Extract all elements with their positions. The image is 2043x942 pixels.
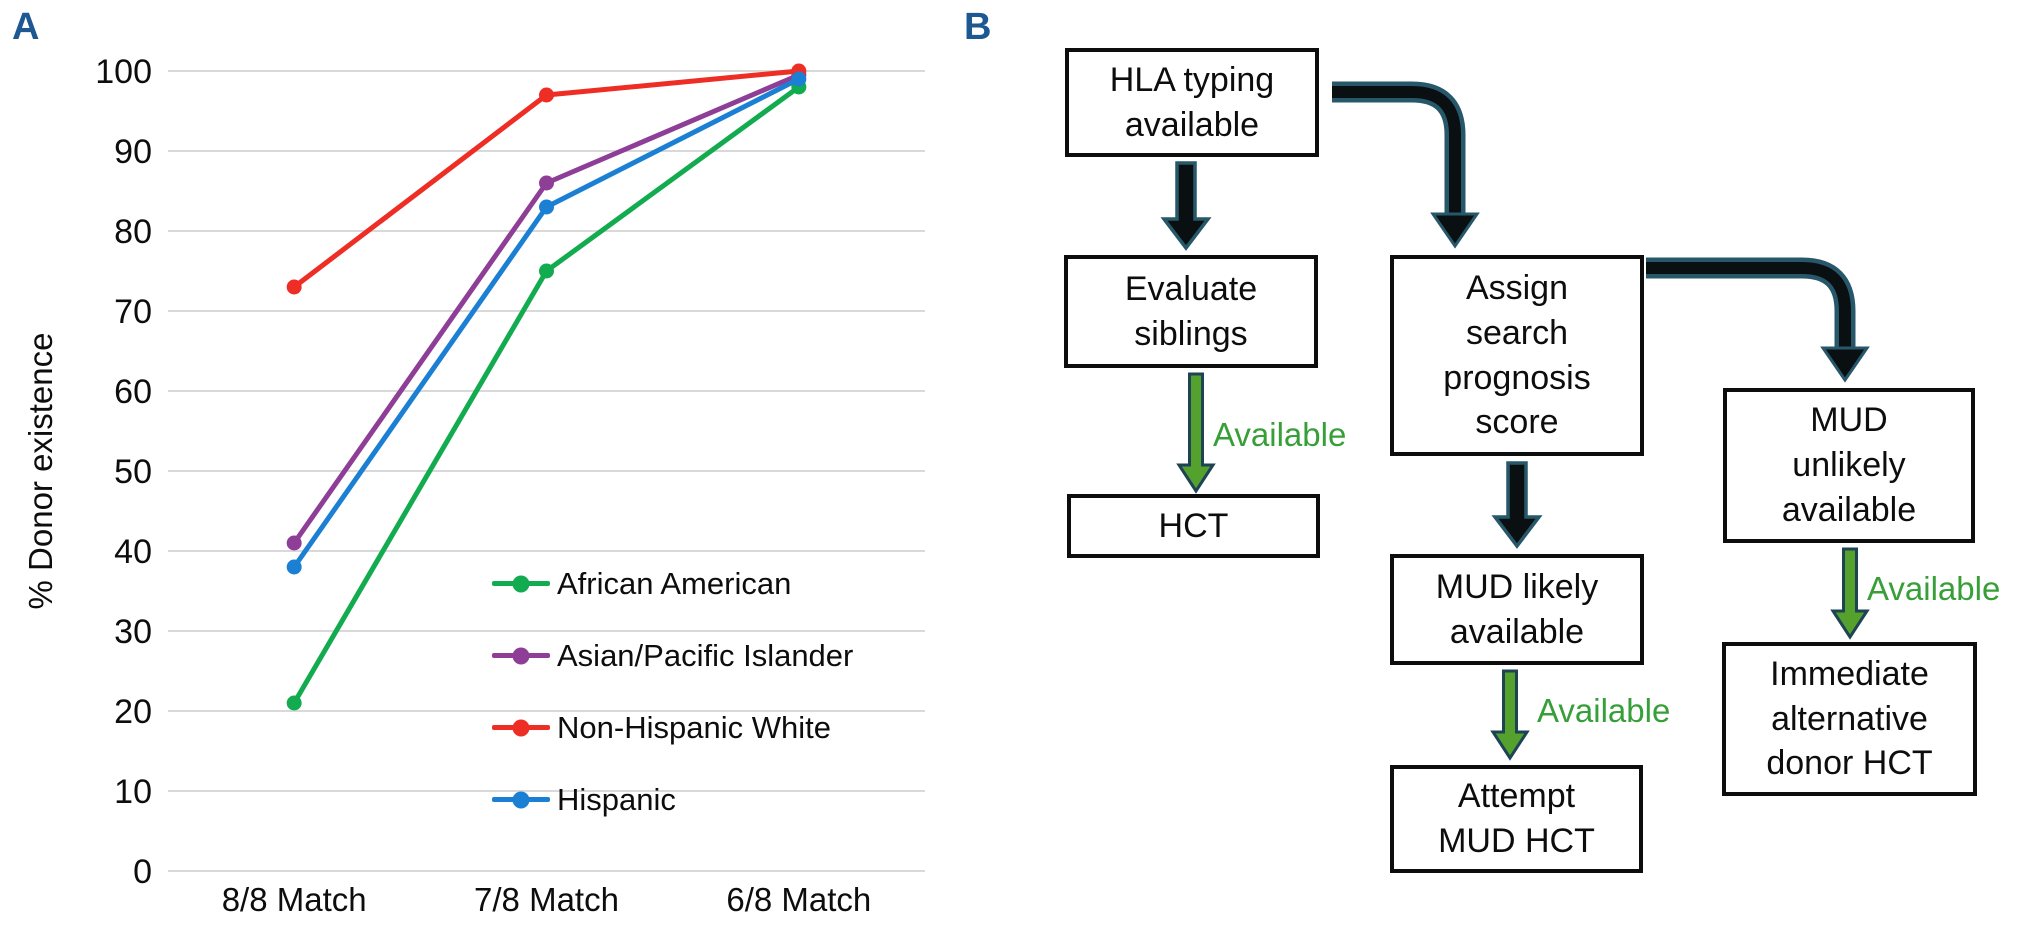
edge-label-mud-available: Available [1537, 692, 1671, 729]
data-point [539, 87, 554, 103]
arrow-evaluate-to-hct-icon [1176, 372, 1216, 494]
node-evaluate-siblings: Evaluate siblings [1064, 255, 1318, 368]
data-point [286, 695, 302, 711]
panel-b-flowchart: B HLA typing avail [950, 0, 2043, 942]
chart-legend: African American Asian/Pacific Islander No… [492, 556, 853, 827]
legend-marker-icon [492, 719, 550, 736]
node-hla-typing-available: HLA typing available [1065, 48, 1319, 157]
data-point [539, 263, 554, 279]
panel-b-label: B [964, 6, 992, 48]
legend-label: African American [557, 565, 792, 601]
y-axis-title: % Donor existence [22, 333, 59, 610]
y-tick-label: 70 [114, 293, 152, 331]
y-tick-label: 40 [114, 533, 152, 571]
y-tick-label: 50 [114, 453, 152, 491]
y-tick-label: 10 [114, 773, 152, 811]
arrow-hla-to-assign-icon [1332, 81, 1480, 249]
legend-dot-icon [512, 647, 530, 664]
legend-marker-icon [492, 791, 550, 808]
panel-a-donor-chart: A 0 10 20 30 40 50 60 70 80 90 100 8/8 Match 7/8 Mat… [0, 0, 1000, 942]
edge-label-alternative-available: Available [1867, 570, 2001, 607]
y-tick-label: 20 [114, 693, 152, 731]
y-tick-label: 80 [114, 213, 152, 251]
legend-item: Asian/Pacific Islander [492, 628, 853, 683]
y-tick-label: 60 [114, 373, 152, 411]
arrow-assign-to-mudlikely-icon [1491, 461, 1543, 549]
legend-label: Non-Hispanic White [557, 709, 831, 745]
edge-label-sibling-available: Available [1213, 416, 1347, 453]
data-point [539, 199, 554, 215]
data-point [286, 559, 302, 575]
data-point [286, 279, 302, 295]
node-assign-search-prognosis-score: Assign search prognosis score [1390, 255, 1644, 456]
legend-item: Hispanic [492, 772, 853, 827]
legend-marker-icon [492, 647, 550, 664]
y-tick-label: 30 [114, 613, 152, 651]
arrow-hla-to-evaluate-icon [1160, 161, 1212, 251]
legend-dot-icon [512, 575, 530, 592]
legend-dot-icon [512, 791, 530, 808]
y-tick-label: 0 [133, 853, 152, 891]
y-tick-label: 90 [114, 133, 152, 171]
legend-marker-icon [492, 575, 550, 592]
legend-dot-icon [512, 719, 530, 736]
arrow-mudunlikely-to-immediate-icon [1830, 547, 1870, 640]
node-mud-unlikely-available: MUD unlikely available [1723, 388, 1975, 543]
node-mud-likely-available: MUD likely available [1390, 554, 1644, 665]
legend-item: African American [492, 556, 853, 611]
x-tick-label: 8/8 Match [222, 881, 367, 918]
flowchart-arrows-layer [1160, 81, 1870, 761]
data-point [791, 71, 807, 87]
legend-item: Non-Hispanic White [492, 700, 853, 755]
legend-label: Hispanic [557, 781, 676, 817]
series-line [291, 76, 802, 570]
donor-existence-line-chart: 0 10 20 30 40 50 60 70 80 90 100 8/8 Match 7/8 Match… [22, 53, 925, 918]
panel-a-label: A [12, 6, 40, 48]
node-hct: HCT [1067, 494, 1320, 558]
legend-label: Asian/Pacific Islander [557, 637, 854, 673]
data-point [539, 175, 554, 191]
y-tick-label: 100 [95, 53, 152, 91]
node-immediate-alternative-donor-hct: Immediate alternative donor HCT [1722, 642, 1977, 796]
x-tick-label: 7/8 Match [474, 881, 619, 918]
data-point [286, 535, 302, 551]
arrow-assign-to-mudunlikely-icon [1646, 257, 1870, 383]
node-attempt-mud-hct: Attempt MUD HCT [1390, 765, 1643, 873]
x-tick-label: 6/8 Match [726, 881, 871, 918]
arrow-mudlikely-to-attempt-icon [1490, 669, 1530, 761]
